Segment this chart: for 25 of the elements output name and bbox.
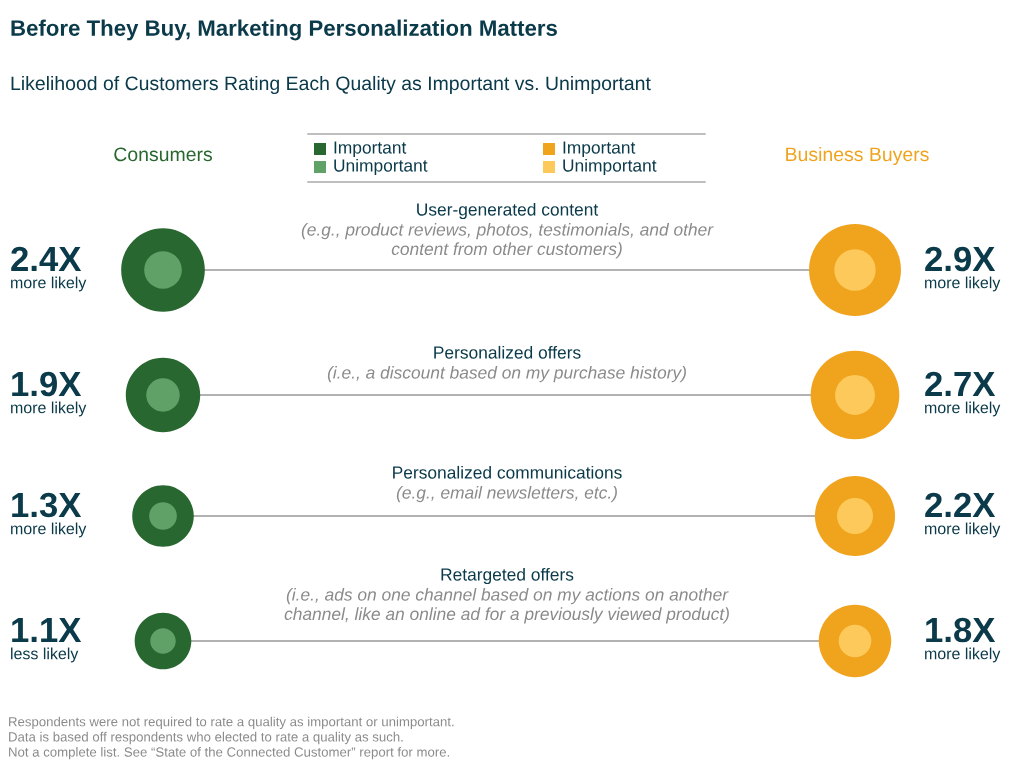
legend-label: Important	[563, 141, 636, 158]
text: Consumers	[114, 147, 213, 162]
data-label: 2.7X more likely	[925, 371, 1001, 417]
text: Respondents were not required to rate a quality as important or unimportant. Data is based off respondents who elected to rate a quality as such. Not a complete list. See “State of the Connected Customer” report for more.	[9, 716, 454, 760]
data-label: 2.9X more likely	[925, 246, 1001, 292]
text: (i.e., a discount based on my purchase history)	[327, 366, 686, 383]
data-label: 1.9X more likely	[11, 371, 87, 417]
text: (i.e., ads on one channel based on my actions on another channel, like an online ad for a previously viewed product)	[284, 588, 729, 624]
data-label: 1.1X less likely	[11, 618, 82, 663]
text: Likelihood of Customers Rating Each Quality as Important vs. Unimportant	[11, 75, 651, 95]
data-label: 2.4X more likely	[11, 246, 87, 292]
category-label: Personalized communications	[393, 465, 622, 479]
legend-label: Important	[334, 141, 407, 158]
category-label: Retargeted offers	[441, 567, 574, 585]
text: (e.g., email newsletters, etc.)	[396, 486, 617, 503]
legend-label: Unimportant	[334, 158, 428, 176]
legend-label: Unimportant	[563, 158, 657, 176]
text: Business Buyers	[786, 146, 929, 166]
text: Before They Buy, Marketing Personalization Matters	[11, 19, 557, 41]
category-label: User-generated content	[417, 202, 599, 220]
data-label: 1.8X more likely	[925, 617, 1001, 663]
data-label: 2.2X more likely	[925, 492, 1001, 538]
data-label: 1.3X more likely	[11, 492, 87, 538]
text: (e.g., product reviews, photos, testimonials, and other content from other customers)	[301, 223, 714, 259]
category-label: Personalized offers	[434, 345, 581, 359]
